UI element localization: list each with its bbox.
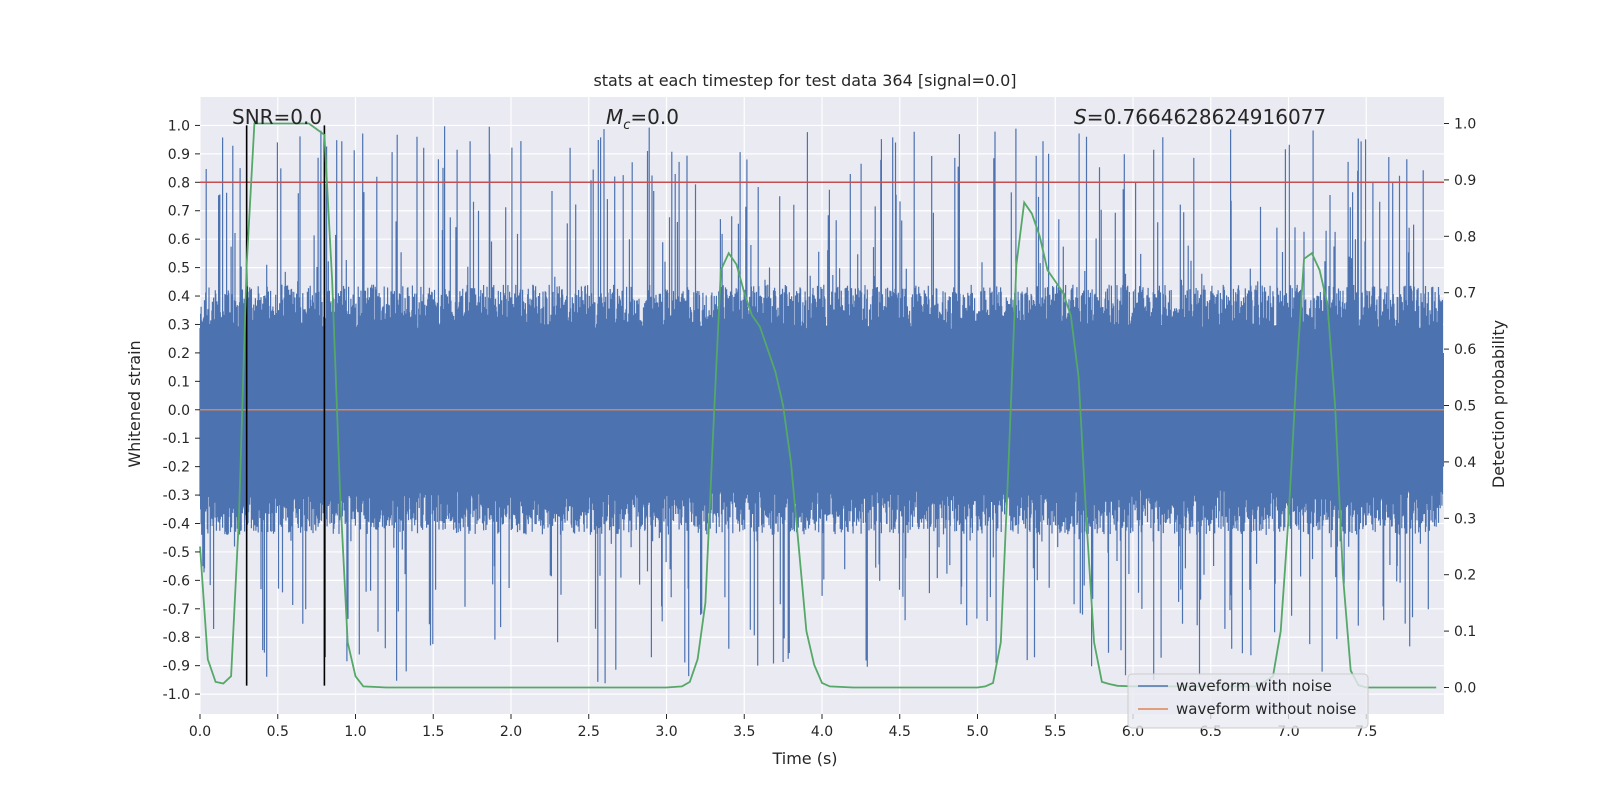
y-right-tick-label: 0.3: [1454, 511, 1476, 527]
y-tick-label: -0.1: [163, 431, 190, 447]
y-right-tick-label: 0.7: [1454, 286, 1476, 302]
x-tick-label: 3.0: [655, 724, 677, 740]
y-right-tick-label: 0.8: [1454, 229, 1476, 245]
y-axis-label: Whitened strain: [125, 340, 144, 467]
y-tick-label: -0.5: [163, 545, 190, 561]
detection-probability-line: [199, 122, 1437, 689]
y-tick-label: 0.3: [168, 317, 190, 333]
y-tick-label: 0.8: [168, 175, 190, 191]
y-tick-label: 0.1: [168, 374, 190, 390]
chirp-mass-symbol: M: [606, 105, 623, 129]
y-tick-label: 0.4: [168, 289, 190, 305]
y-axis-right-label: Detection probability: [1489, 320, 1508, 488]
snr-annotation: SNR=0.0: [232, 105, 322, 129]
y-tick-label: -0.7: [163, 602, 190, 618]
y-tick-label: -1.0: [163, 687, 190, 703]
legend-label-clean: waveform without noise: [1176, 700, 1356, 718]
y-tick-label: 0.9: [168, 147, 190, 163]
x-tick-label: 0.5: [267, 724, 289, 740]
y-tick-label: 0.7: [168, 204, 190, 220]
chirp-mass-subscript: c: [623, 118, 630, 133]
y-right-tick-label: 0.4: [1454, 455, 1476, 471]
legend-box: [1127, 673, 1369, 729]
y-right-tick-label: 1.0: [1454, 117, 1476, 133]
y-right-tick-label: 0.9: [1454, 173, 1476, 189]
y-right-tick-label: 0.5: [1454, 399, 1476, 415]
y-tick-label: -0.8: [163, 630, 190, 646]
y-tick-label: -0.3: [163, 488, 190, 504]
y-tick-label: 0.5: [168, 261, 190, 277]
x-tick-label: 0.0: [189, 724, 211, 740]
overlay-lines: [199, 122, 1444, 689]
y-tick-label: -0.2: [163, 460, 190, 476]
y-tick-label: 1.0: [168, 118, 190, 134]
x-tick-label: 3.5: [733, 724, 755, 740]
x-tick-label: 4.0: [811, 724, 833, 740]
x-tick-label: 2.5: [578, 724, 600, 740]
x-tick-label: 5.0: [966, 724, 988, 740]
chirp-mass-value: =0.0: [630, 105, 679, 129]
y-right-tick-label: 0.1: [1454, 624, 1476, 640]
legend: waveform with noise waveform without noi…: [1127, 673, 1369, 729]
x-axis-label: Time (s): [771, 749, 837, 768]
score-annotation: S=0.7664628624916077: [1074, 105, 1326, 129]
x-tick-label: 1.5: [422, 724, 444, 740]
y-tick-label: -0.6: [163, 573, 190, 589]
y-tick-label: -0.9: [163, 659, 190, 675]
x-tick-label: 2.0: [500, 724, 522, 740]
y-tick-label: 0.6: [168, 232, 190, 248]
x-tick-label: 1.0: [344, 724, 366, 740]
legend-label-noisy: waveform with noise: [1176, 677, 1332, 695]
y-tick-label: 0.0: [168, 403, 190, 419]
x-tick-label: 4.5: [889, 724, 911, 740]
chirp-mass-annotation: Mc=0.0: [606, 105, 679, 133]
score-symbol: S: [1074, 105, 1087, 129]
y-axis-left-ticks: 1.0 0.9 0.8 0.7 0.6 0.5 0.4 0.3 0.2 0.1 0.0 -0.1 -0.…: [163, 118, 200, 703]
y-right-tick-label: 0.0: [1454, 680, 1476, 696]
chart-title: stats at each timestep for test data 364…: [593, 71, 1016, 90]
y-tick-label: -0.4: [163, 516, 190, 532]
y-right-tick-label: 0.6: [1454, 342, 1476, 358]
x-tick-label: 5.5: [1044, 724, 1066, 740]
y-tick-label: 0.2: [168, 346, 190, 362]
y-right-tick-label: 0.2: [1454, 568, 1476, 584]
y-axis-right-ticks: 1.0 0.9 0.8 0.7 0.6 0.5 0.4 0.3 0.2 0.1 0.0: [1444, 117, 1476, 696]
score-value: =0.7664628624916077: [1087, 105, 1326, 129]
